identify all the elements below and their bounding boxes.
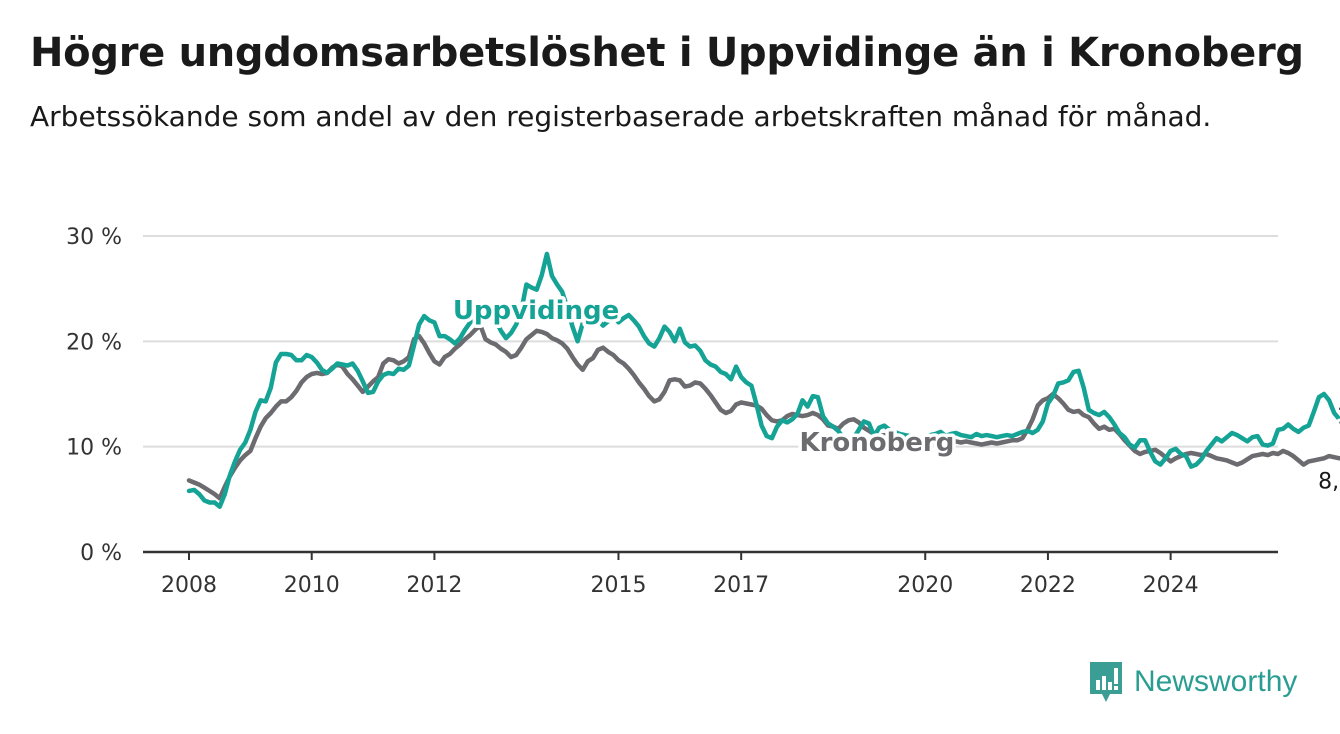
brand-logo: Newsworthy <box>1088 660 1297 704</box>
chart-title: Högre ungdomsarbetslöshet i Uppvidinge ä… <box>30 30 1304 76</box>
series-label: Uppvidinge <box>453 296 619 326</box>
y-axis-ticks: 0 % 10 % 20 % 30 % <box>66 225 122 566</box>
brand-name: Newsworthy <box>1134 665 1298 698</box>
line-chart: 0 % 10 % 20 % 30 % 2008 2010 2012 2015 2017 2020… <box>66 225 1340 598</box>
series-line-uppvidinge <box>186 251 1340 509</box>
series-end-label: 8,9 % <box>1318 469 1340 494</box>
series-line-kronoberg <box>186 323 1340 501</box>
gridlines <box>143 235 1278 448</box>
x-tick-label: 2010 <box>284 573 340 598</box>
y-tick-label: 30 % <box>66 225 122 250</box>
x-tick-label: 2008 <box>161 573 217 598</box>
newsworthy-logo-icon <box>1090 662 1122 702</box>
chart-subtitle: Arbetssökande som andel av den registerb… <box>30 100 1212 133</box>
series-labels: Uppvidinge Kronoberg 10,7 % 8,9 % <box>449 293 1340 498</box>
y-tick-label: 20 % <box>66 330 122 355</box>
series-label: Kronoberg <box>799 428 954 458</box>
x-tick-label: 2024 <box>1143 573 1199 598</box>
series-lines <box>186 251 1340 509</box>
y-tick-label: 10 % <box>66 436 122 461</box>
x-tick-label: 2017 <box>713 573 769 598</box>
series-end-label: 10,7 % <box>1337 404 1340 429</box>
x-tick-label: 2020 <box>897 573 953 598</box>
x-tick-label: 2015 <box>590 573 646 598</box>
x-tick-label: 2012 <box>406 573 462 598</box>
x-axis: 2008 2010 2012 2015 2017 2020 2022 2024 <box>143 550 1278 598</box>
y-tick-label: 0 % <box>80 541 122 566</box>
x-tick-label: 2022 <box>1020 573 1076 598</box>
